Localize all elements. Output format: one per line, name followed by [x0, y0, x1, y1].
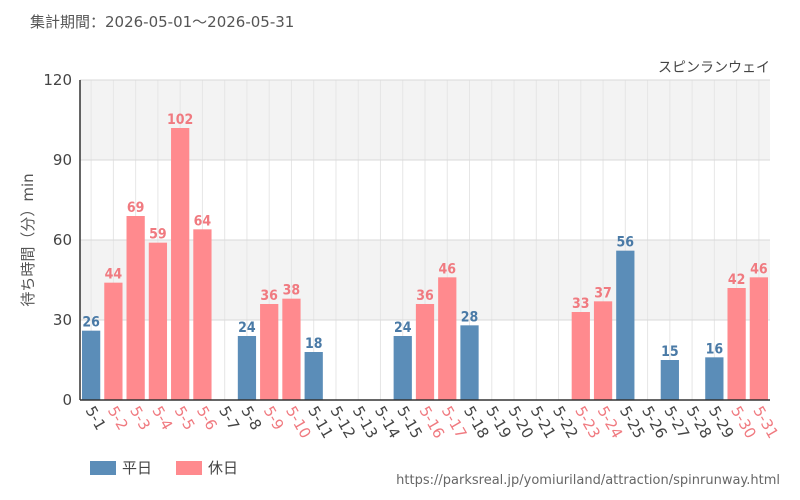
bar: [749, 277, 768, 400]
bar: [193, 229, 212, 400]
legend: 平日 休日: [90, 457, 262, 478]
period-label: 集計期間：2026-05-01〜2026-05-31: [30, 13, 295, 31]
y-axis-label: 待ち時間（分）min: [19, 173, 37, 306]
x-tick-label: 5-9: [260, 403, 288, 433]
bar: [126, 216, 145, 400]
legend-label-weekday: 平日: [122, 459, 153, 477]
x-tick-label: 5-7: [215, 403, 243, 433]
y-tick-label: 90: [53, 151, 72, 169]
bar-value-label: 24: [394, 320, 412, 336]
bar-value-label: 56: [617, 235, 635, 251]
source-url: https://parksreal.jp/yomiuriland/attract…: [396, 473, 780, 488]
legend-label-holiday: 休日: [208, 459, 239, 477]
legend-swatch-holiday: [176, 460, 203, 475]
bar-value-label: 33: [572, 296, 590, 312]
bar: [82, 330, 101, 400]
y-tick-label: 30: [53, 311, 72, 329]
bar: [415, 304, 435, 400]
bar-value-label: 46: [750, 261, 768, 277]
bar-value-label: 46: [438, 261, 456, 277]
bar-value-label: 36: [416, 288, 434, 304]
bar-value-label: 64: [194, 213, 212, 229]
bar: [705, 357, 724, 400]
y-tick-label: 120: [43, 71, 72, 89]
x-tick-label: 5-3: [126, 403, 154, 433]
bar-value-label: 18: [305, 336, 323, 352]
bar: [282, 298, 301, 400]
bar-value-label: 69: [127, 200, 145, 216]
bar: [593, 301, 613, 400]
legend-item-weekday: 平日: [90, 457, 152, 478]
bar-value-label: 38: [283, 283, 301, 299]
y-tick-label: 0: [62, 391, 72, 409]
bar-value-label: 26: [82, 315, 100, 331]
bar: [460, 325, 479, 400]
bar: [438, 277, 457, 400]
bar: [260, 304, 279, 400]
y-tick-label: 60: [53, 231, 72, 249]
bar-value-label: 42: [728, 272, 746, 288]
bar-value-label: 16: [706, 341, 724, 357]
bar: [393, 336, 412, 400]
bar: [237, 336, 257, 400]
x-tick-label: 5-5: [171, 403, 199, 433]
x-tick-label: 5-4: [148, 403, 176, 433]
bar-value-label: 36: [260, 288, 278, 304]
bar: [571, 312, 590, 400]
bar-value-label: 59: [149, 227, 167, 243]
bar: [148, 242, 168, 400]
bar: [171, 128, 190, 400]
x-tick-label: 5-6: [193, 403, 221, 433]
bar-value-label: 44: [105, 267, 123, 283]
chart-title: スピンランウェイ: [658, 60, 770, 76]
bar-value-label: 102: [167, 112, 193, 128]
bar-value-label: 28: [461, 309, 479, 325]
bar-value-label: 24: [238, 320, 256, 336]
bar-value-label: 37: [594, 285, 612, 301]
bar: [727, 288, 746, 400]
x-tick-label: 5-2: [104, 403, 132, 433]
bar-value-label: 15: [661, 344, 679, 360]
legend-item-holiday: 休日: [176, 457, 238, 478]
bar: [304, 352, 323, 400]
bar: [104, 282, 123, 400]
x-tick-label: 5-1: [82, 403, 110, 433]
bar: [616, 250, 635, 400]
x-tick-label: 5-8: [237, 403, 265, 433]
legend-swatch-weekday: [90, 460, 116, 475]
bar: [660, 360, 679, 400]
